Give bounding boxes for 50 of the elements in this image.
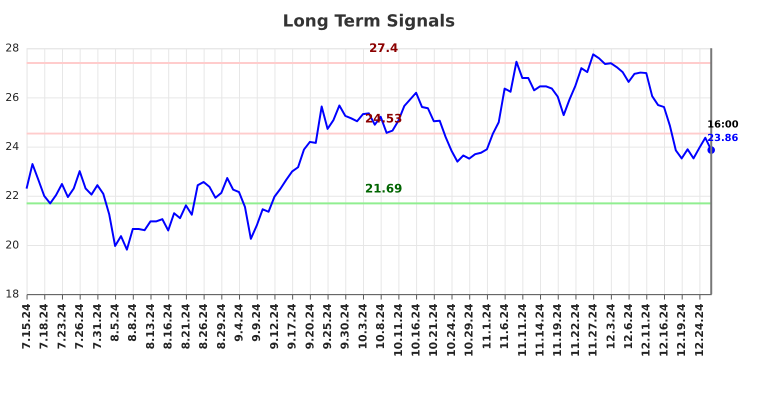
x-tick-label: 9.30.24 <box>338 303 352 350</box>
x-tick-label: 10.3.24 <box>356 303 370 350</box>
x-tick-label: 8.16.24 <box>162 303 175 350</box>
x-tick-label: 12.3.24 <box>604 303 618 350</box>
x-tick-label: 10.21.24 <box>427 303 440 357</box>
x-tick-label: 7.15.24 <box>20 303 34 350</box>
x-tick-label: 8.5.24 <box>108 303 122 342</box>
x-tick-label: 9.12.24 <box>268 303 281 350</box>
y-tick-label: 24 <box>5 140 20 154</box>
y-tick-label: 18 <box>5 288 20 301</box>
x-tick-label: 8.29.24 <box>214 303 228 350</box>
x-tick-label: 11.6.24 <box>498 303 512 350</box>
x-tick-label: 7.18.24 <box>38 303 51 350</box>
y-tick-label: 26 <box>5 90 20 104</box>
x-tick-label: 7.31.24 <box>90 303 104 350</box>
x-tick-label: 12.19.24 <box>675 303 688 357</box>
x-tick-label: 10.11.24 <box>392 303 405 357</box>
x-tick-label: 9.17.24 <box>286 303 299 350</box>
x-tick-label: 11.1.24 <box>480 303 494 350</box>
x-tick-label: 10.8.24 <box>374 303 388 350</box>
y-tick-label: 20 <box>5 238 20 252</box>
x-tick-label: 7.26.24 <box>73 303 86 350</box>
x-tick-label: 11.22.24 <box>568 303 582 357</box>
x-tick-label: 12.11.24 <box>640 303 653 357</box>
annotation: 16:00 <box>707 119 739 130</box>
x-tick-label: 7.23.24 <box>55 303 68 350</box>
x-tick-label: 10.24.24 <box>444 303 458 357</box>
x-tick-label: 9.9.24 <box>250 303 264 342</box>
x-tick-label: 10.16.24 <box>410 303 423 357</box>
x-tick-label: 12.6.24 <box>622 303 636 350</box>
x-tick-label: 11.27.24 <box>586 303 600 357</box>
x-tick-label: 9.25.24 <box>321 303 334 350</box>
x-tick-label: 11.19.24 <box>551 303 564 357</box>
x-tick-label: 12.24.24 <box>692 303 706 357</box>
x-tick-label: 8.13.24 <box>144 303 157 350</box>
x-tick-label: 8.26.24 <box>197 303 210 350</box>
ref-line-label: 21.69 <box>364 182 402 196</box>
x-tick-label: 11.14.24 <box>533 303 546 357</box>
annotation: 23.86 <box>707 133 739 144</box>
x-tick-label: 8.21.24 <box>179 303 192 350</box>
x-tick-label: 9.4.24 <box>232 303 246 342</box>
x-tick-label: 9.20.24 <box>303 303 316 350</box>
ref-line-label: 27.4 <box>369 41 398 56</box>
y-tick-label: 28 <box>5 42 20 55</box>
x-tick-label: 12.16.24 <box>657 303 670 357</box>
x-tick-label: 8.8.24 <box>126 303 140 342</box>
x-tick-label: 10.29.24 <box>462 303 476 357</box>
y-tick-label: 22 <box>5 189 20 202</box>
x-tick-label: 11.11.24 <box>516 303 529 357</box>
chart-title: Long Term Signals <box>282 10 456 31</box>
